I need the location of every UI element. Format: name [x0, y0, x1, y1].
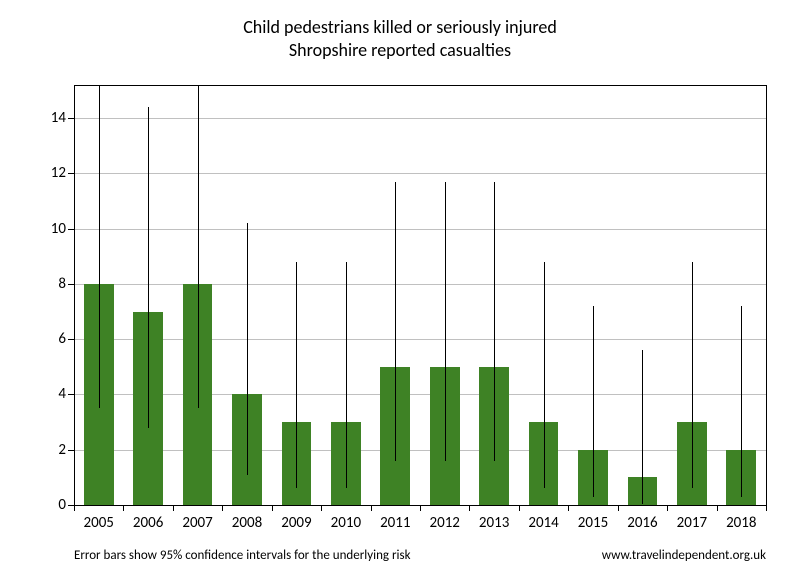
x-tick-label: 2015 [578, 514, 608, 532]
y-tick-label: 6 [36, 330, 66, 348]
x-tick-label: 2008 [232, 514, 262, 532]
x-tick-label: 2017 [677, 514, 707, 532]
x-tick-mark [568, 505, 569, 511]
footnote-right: www.travelindependent.org.uk [602, 548, 766, 563]
x-tick-mark [74, 505, 75, 511]
x-tick-label: 2006 [133, 514, 163, 532]
x-tick-label: 2012 [429, 514, 459, 532]
y-tick-mark [68, 450, 74, 451]
title-line-2: Shropshire reported casualties [0, 39, 800, 62]
x-tick-mark [618, 505, 619, 511]
x-tick-label: 2011 [380, 514, 410, 532]
x-tick-label: 2005 [83, 514, 113, 532]
chart-container: Child pedestrians killed or seriously in… [0, 0, 800, 580]
x-tick-label: 2014 [528, 514, 558, 532]
y-tick-label: 8 [36, 275, 66, 293]
y-tick-label: 14 [36, 109, 66, 127]
y-tick-mark [68, 284, 74, 285]
x-tick-mark [371, 505, 372, 511]
x-tick-label: 2013 [479, 514, 509, 532]
x-tick-mark [222, 505, 223, 511]
x-tick-mark [667, 505, 668, 511]
x-tick-label: 2009 [281, 514, 311, 532]
x-tick-mark [717, 505, 718, 511]
chart-title: Child pedestrians killed or seriously in… [0, 16, 800, 63]
plot-border [74, 85, 767, 506]
x-tick-label: 2010 [331, 514, 361, 532]
x-tick-mark [469, 505, 470, 511]
title-line-1: Child pedestrians killed or seriously in… [0, 16, 800, 39]
y-tick-mark [68, 229, 74, 230]
x-tick-mark [173, 505, 174, 511]
y-tick-label: 0 [36, 496, 66, 514]
x-tick-mark [123, 505, 124, 511]
x-tick-mark [766, 505, 767, 511]
y-tick-label: 10 [36, 220, 66, 238]
x-tick-mark [519, 505, 520, 511]
y-tick-label: 2 [36, 441, 66, 459]
y-tick-label: 12 [36, 164, 66, 182]
x-tick-mark [420, 505, 421, 511]
x-tick-label: 2016 [627, 514, 657, 532]
x-tick-mark [321, 505, 322, 511]
x-tick-label: 2018 [726, 514, 756, 532]
footnote-left: Error bars show 95% confidence intervals… [74, 548, 411, 563]
y-tick-mark [68, 173, 74, 174]
y-tick-label: 4 [36, 385, 66, 403]
y-tick-mark [68, 118, 74, 119]
y-tick-mark [68, 394, 74, 395]
y-tick-mark [68, 339, 74, 340]
x-tick-label: 2007 [182, 514, 212, 532]
x-tick-mark [272, 505, 273, 511]
